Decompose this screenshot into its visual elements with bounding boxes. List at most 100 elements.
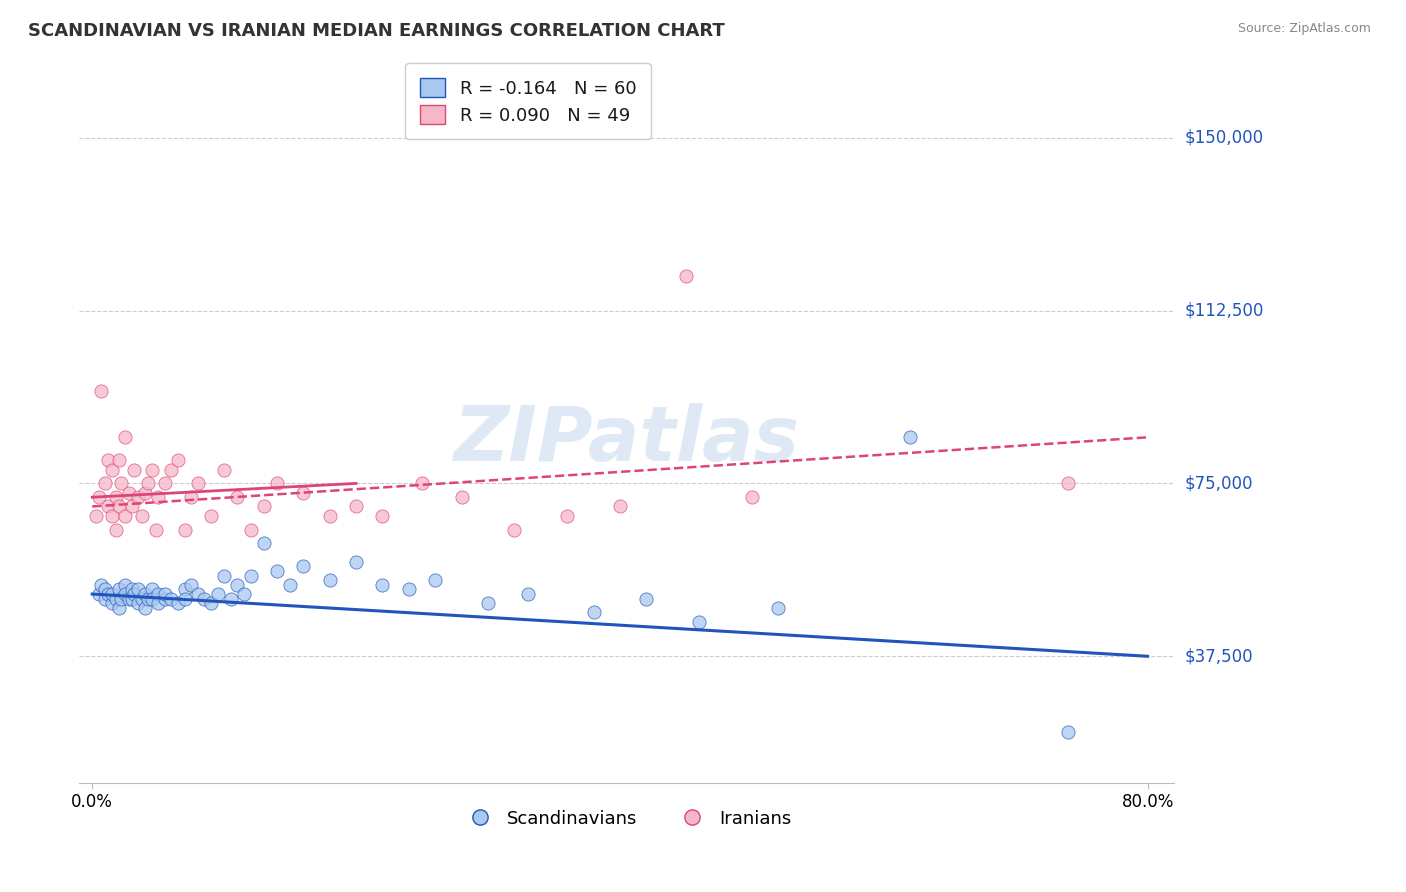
Point [118, 591, 141, 606]
Point [609, 500, 631, 514]
Point [134, 587, 156, 601]
Point [266, 476, 288, 491]
Point [371, 578, 394, 592]
Point [167, 596, 190, 610]
Point [153, 476, 176, 491]
Point [207, 587, 229, 601]
Point [173, 523, 195, 537]
Point [136, 591, 159, 606]
Point [107, 500, 129, 514]
Point [114, 587, 136, 601]
Point [200, 508, 222, 523]
Point [450, 490, 472, 504]
Point [266, 564, 288, 578]
Point [193, 591, 215, 606]
Point [131, 508, 153, 523]
Point [141, 462, 163, 476]
Point [160, 462, 183, 476]
Point [516, 587, 538, 601]
Point [124, 462, 146, 476]
Point [87, 587, 110, 601]
Point [124, 587, 146, 601]
Point [148, 596, 170, 610]
Point [766, 600, 789, 615]
Legend: Scandinavians, Iranians: Scandinavians, Iranians [454, 802, 799, 835]
Point [153, 591, 176, 606]
Point [107, 453, 129, 467]
Point [84, 508, 107, 523]
Point [94, 582, 117, 597]
Point [97, 453, 120, 467]
Point [114, 508, 136, 523]
Point [411, 476, 433, 491]
Point [1057, 725, 1080, 739]
Point [741, 490, 763, 504]
Text: $37,500: $37,500 [1185, 648, 1254, 665]
Point [101, 587, 124, 601]
Point [141, 591, 163, 606]
Point [101, 508, 124, 523]
Point [127, 490, 149, 504]
Point [121, 591, 143, 606]
Point [134, 485, 156, 500]
Point [173, 582, 195, 597]
Point [101, 462, 124, 476]
Point [555, 508, 578, 523]
Point [131, 591, 153, 606]
Point [104, 591, 127, 606]
Point [118, 485, 141, 500]
Point [180, 578, 202, 592]
Point [145, 523, 167, 537]
Text: SCANDINAVIAN VS IRANIAN MEDIAN EARNINGS CORRELATION CHART: SCANDINAVIAN VS IRANIAN MEDIAN EARNINGS … [28, 22, 725, 40]
Point [344, 500, 367, 514]
Point [675, 268, 697, 283]
Point [219, 591, 242, 606]
Point [110, 591, 132, 606]
Point [278, 578, 301, 592]
Text: Source: ZipAtlas.com: Source: ZipAtlas.com [1237, 22, 1371, 36]
Point [226, 490, 249, 504]
Point [134, 600, 156, 615]
Point [180, 490, 202, 504]
Point [582, 606, 605, 620]
Point [292, 485, 315, 500]
Point [121, 500, 143, 514]
Point [688, 615, 710, 629]
Point [94, 591, 117, 606]
Point [226, 578, 249, 592]
Point [253, 500, 276, 514]
Point [110, 476, 132, 491]
Point [148, 490, 170, 504]
Point [636, 591, 658, 606]
Point [167, 453, 190, 467]
Point [94, 476, 117, 491]
Point [425, 573, 447, 587]
Point [136, 476, 159, 491]
Point [173, 591, 195, 606]
Point [141, 582, 163, 597]
Point [200, 596, 222, 610]
Point [187, 587, 209, 601]
Point [114, 578, 136, 592]
Point [1057, 476, 1080, 491]
Point [153, 587, 176, 601]
Point [160, 591, 183, 606]
Point [101, 596, 124, 610]
Point [87, 490, 110, 504]
Text: $112,500: $112,500 [1185, 301, 1264, 319]
Text: ZIPatlas: ZIPatlas [454, 403, 800, 477]
Point [97, 500, 120, 514]
Point [107, 600, 129, 615]
Point [121, 582, 143, 597]
Point [233, 587, 256, 601]
Point [477, 596, 499, 610]
Point [97, 587, 120, 601]
Point [371, 508, 394, 523]
Point [104, 523, 127, 537]
Point [292, 559, 315, 574]
Point [104, 490, 127, 504]
Point [253, 536, 276, 550]
Point [114, 430, 136, 444]
Point [503, 523, 526, 537]
Point [187, 476, 209, 491]
